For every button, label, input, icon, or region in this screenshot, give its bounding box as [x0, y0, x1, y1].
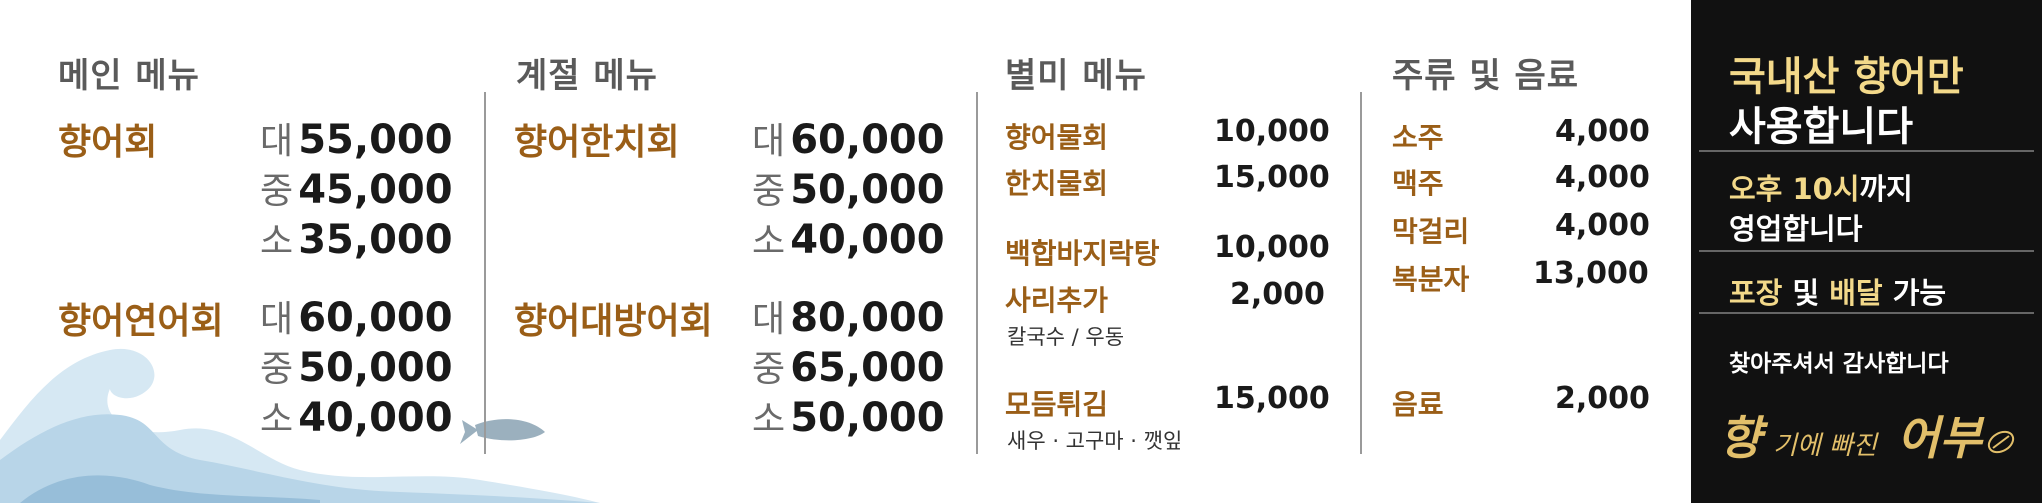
price-value: 80,000 — [790, 295, 945, 341]
divider — [1699, 150, 2034, 152]
divider — [1360, 92, 1362, 454]
item-subtext: 칼국수 / 우동 — [1007, 325, 1125, 349]
menu-item-name: 백합바지락탕 — [1005, 237, 1160, 270]
size-label: 소 — [752, 221, 786, 262]
divider — [1699, 250, 2034, 252]
price-row: 중 50,000 — [260, 340, 453, 392]
section-title-special: 별미 메뉴 — [1005, 56, 1147, 96]
divider — [1699, 312, 2034, 314]
takeout-line: 포장 및 배달 가능 — [1729, 270, 1946, 312]
price-row: 대 80,000 — [752, 290, 945, 342]
menu-item-name: 향어물회 — [1005, 121, 1109, 154]
price-value: 50,000 — [790, 395, 945, 441]
hours-highlight: 오후 10시 — [1729, 172, 1860, 206]
fish-icon — [460, 419, 545, 444]
menu-item-name: 향어회 — [58, 122, 158, 163]
info-panel: 국내산 향어만 사용합니다 오후 10시까지 영업합니다 포장 및 배달 가능 … — [1691, 0, 2042, 503]
size-label: 대 — [752, 299, 786, 340]
price-value: 4,000 — [1555, 160, 1650, 195]
size-label: 중 — [260, 349, 294, 390]
section-title-seasonal: 계절 메뉴 — [516, 56, 658, 96]
price-value: 35,000 — [298, 217, 453, 263]
price-value: 15,000 — [1214, 160, 1330, 195]
price-value: 4,000 — [1555, 208, 1650, 243]
menu-item-name: 한치물회 — [1005, 167, 1109, 200]
price-value: 60,000 — [790, 117, 945, 163]
size-label: 대 — [752, 121, 786, 162]
menu-item-name: 맥주 — [1392, 167, 1444, 200]
brand-logo: 향 기에 빠진 어부 — [1719, 402, 2019, 476]
price-row: 중 50,000 — [752, 162, 945, 214]
price-value: 13,000 — [1533, 256, 1649, 291]
item-subtext: 새우 · 고구마 · 깻잎 — [1007, 429, 1183, 453]
size-label: 소 — [260, 221, 294, 262]
section-title-drinks: 주류 및 음료 — [1392, 56, 1580, 96]
price-value: 55,000 — [298, 117, 453, 163]
hours-rest: 까지 — [1859, 172, 1913, 206]
price-row: 대 55,000 — [260, 112, 453, 164]
hours-line1: 오후 10시까지 — [1729, 166, 1913, 208]
menu-item-name: 막걸리 — [1392, 215, 1470, 248]
price-value: 4,000 — [1555, 114, 1650, 149]
hours-line2: 영업합니다 — [1729, 212, 1863, 246]
price-row: 대 60,000 — [752, 112, 945, 164]
menu-item-name: 모듬튀김 — [1005, 388, 1109, 421]
price-row: 중 45,000 — [260, 162, 453, 214]
svg-text:어부: 어부 — [1897, 411, 1985, 465]
size-label: 대 — [260, 299, 294, 340]
delivery-word: 배달 — [1829, 276, 1883, 310]
availability-word: 가능 — [1882, 276, 1947, 310]
divider — [976, 92, 978, 454]
price-value: 40,000 — [298, 395, 453, 441]
price-row: 소 40,000 — [260, 390, 453, 442]
panel-headline-line1: 국내산 향어만 — [1729, 54, 1964, 100]
section-title-main: 메인 메뉴 — [58, 56, 200, 96]
price-value: 10,000 — [1214, 230, 1330, 265]
thanks-text: 찾아주셔서 감사합니다 — [1729, 351, 1949, 377]
size-label: 중 — [752, 349, 786, 390]
price-row: 소 50,000 — [752, 390, 945, 442]
takeout-word: 포장 — [1729, 276, 1783, 310]
price-row: 소 40,000 — [752, 212, 945, 264]
price-value: 60,000 — [298, 295, 453, 341]
menu-item-name: 사리추가 — [1005, 284, 1109, 317]
price-value: 45,000 — [298, 167, 453, 213]
menu-item-name: 향어한치회 — [514, 122, 680, 163]
size-label: 소 — [260, 399, 294, 440]
price-row: 대 60,000 — [260, 290, 453, 342]
panel-headline-line2: 사용합니다 — [1729, 104, 1913, 150]
size-label: 소 — [752, 399, 786, 440]
price-value: 65,000 — [790, 345, 945, 391]
menu-item-name: 향어연어회 — [58, 301, 224, 342]
menu-item-name: 음료 — [1392, 388, 1444, 421]
svg-text:기에 빠진: 기에 빠진 — [1773, 431, 1879, 461]
size-label: 중 — [260, 171, 294, 212]
size-label: 대 — [260, 121, 294, 162]
price-value: 2,000 — [1230, 277, 1325, 312]
price-value: 50,000 — [298, 345, 453, 391]
price-value: 15,000 — [1214, 381, 1330, 416]
price-row: 소 35,000 — [260, 212, 453, 264]
svg-text:향: 향 — [1719, 411, 1769, 465]
divider — [484, 92, 486, 454]
menu-item-name: 향어대방어회 — [514, 301, 713, 342]
price-value: 40,000 — [790, 217, 945, 263]
wave-illustration — [0, 348, 600, 503]
price-value: 10,000 — [1214, 114, 1330, 149]
size-label: 중 — [752, 171, 786, 212]
menu-item-name: 소주 — [1392, 121, 1444, 154]
takeout-conjunction: 및 — [1782, 276, 1830, 310]
price-row: 중 65,000 — [752, 340, 945, 392]
price-value: 50,000 — [790, 167, 945, 213]
price-value: 2,000 — [1555, 381, 1650, 416]
menu-item-name: 복분자 — [1392, 263, 1470, 296]
